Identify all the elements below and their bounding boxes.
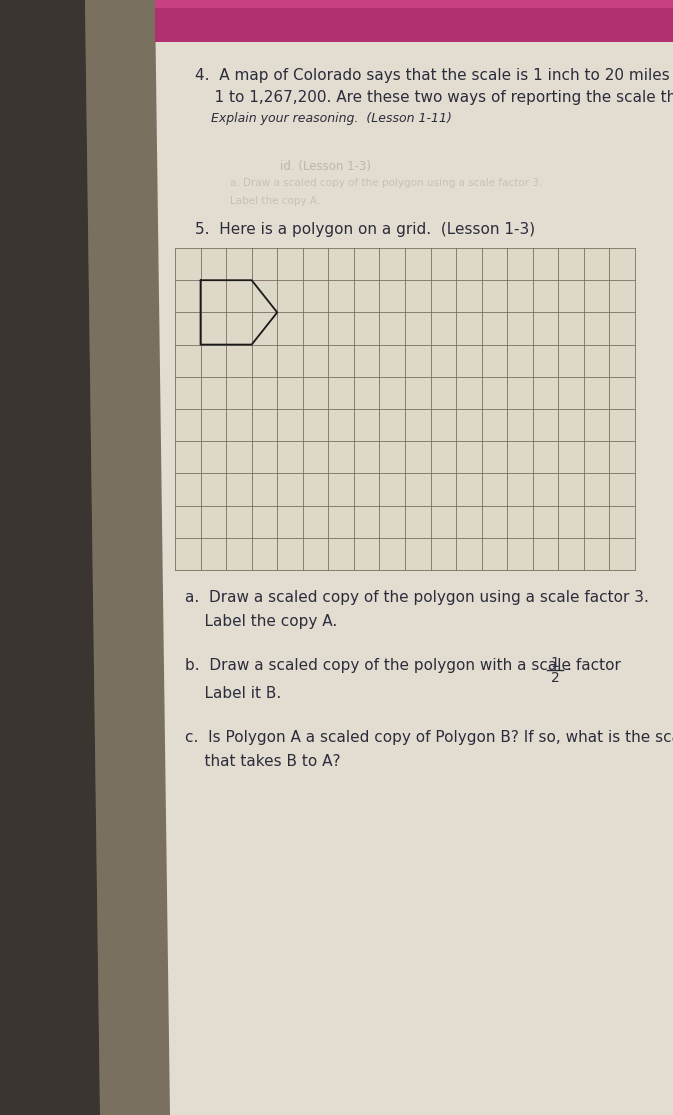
Polygon shape [85,0,175,1115]
Text: 2: 2 [551,671,559,685]
Text: 1 to 1,267,200. Are these two ways of reporting the scale the same?: 1 to 1,267,200. Are these two ways of re… [195,90,673,105]
Text: id. (Lesson 1-3): id. (Lesson 1-3) [280,159,371,173]
Polygon shape [0,0,100,1115]
Text: Label it B.: Label it B. [185,686,281,701]
Text: a. Draw a scaled copy of the polygon using a scale factor 3.: a. Draw a scaled copy of the polygon usi… [230,178,542,188]
Polygon shape [155,0,673,42]
Text: Explain your reasoning.  (Lesson 1-11): Explain your reasoning. (Lesson 1-11) [195,112,452,125]
Text: 5.  Here is a polygon on a grid.  (Lesson 1-3): 5. Here is a polygon on a grid. (Lesson … [195,222,535,237]
Text: that takes B to A?: that takes B to A? [185,754,341,769]
Text: .: . [566,658,571,673]
Polygon shape [155,0,673,8]
Text: Label the copy A.: Label the copy A. [185,614,337,629]
Text: 4.  A map of Colorado says that the scale is 1 inch to 20 miles or: 4. A map of Colorado says that the scale… [195,68,673,83]
Text: c.  Is Polygon A a scaled copy of Polygon B? If so, what is the scale facto: c. Is Polygon A a scaled copy of Polygon… [185,730,673,745]
Text: Label the copy A.: Label the copy A. [230,196,320,206]
Text: a.  Draw a scaled copy of the polygon using a scale factor 3.: a. Draw a scaled copy of the polygon usi… [185,590,649,605]
Polygon shape [155,0,673,1115]
Text: 1: 1 [551,656,559,670]
Text: b.  Draw a scaled copy of the polygon with a scale factor: b. Draw a scaled copy of the polygon wit… [185,658,626,673]
Bar [175,248,635,570]
